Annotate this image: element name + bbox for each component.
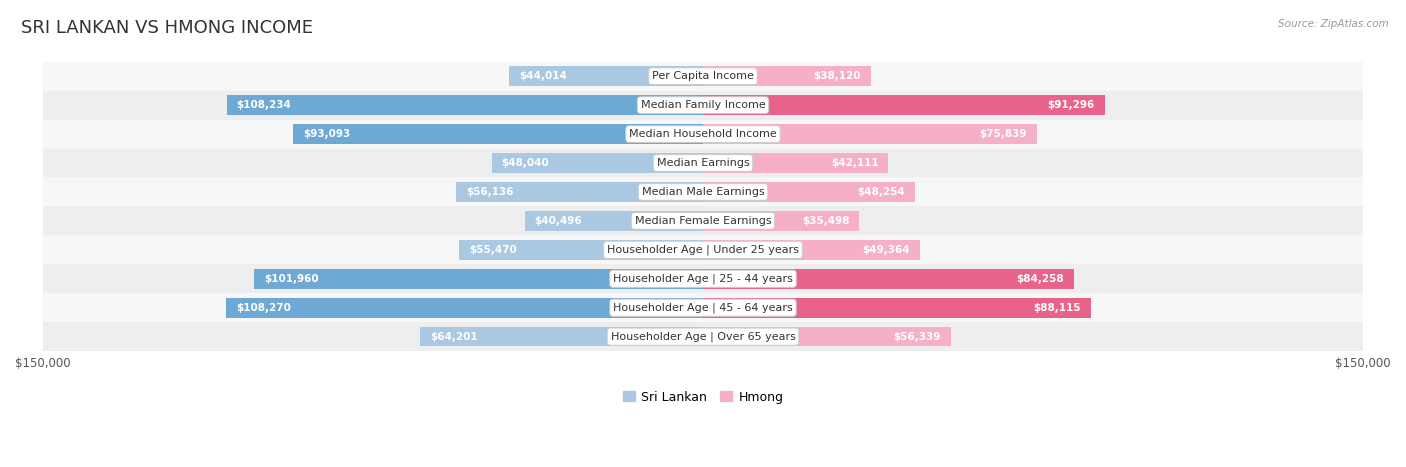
Text: $108,234: $108,234 bbox=[236, 100, 291, 110]
Bar bbox=[42, 91, 1364, 120]
Text: $91,296: $91,296 bbox=[1047, 100, 1095, 110]
Bar bbox=[703, 153, 889, 173]
Text: $84,258: $84,258 bbox=[1017, 274, 1064, 284]
Bar bbox=[226, 95, 703, 115]
Bar bbox=[420, 327, 703, 347]
Text: $48,254: $48,254 bbox=[858, 187, 905, 197]
Text: Median Household Income: Median Household Income bbox=[628, 129, 778, 139]
Bar bbox=[703, 298, 1091, 318]
Text: Median Earnings: Median Earnings bbox=[657, 158, 749, 168]
Bar bbox=[42, 322, 1364, 351]
Bar bbox=[42, 206, 1364, 235]
Text: Source: ZipAtlas.com: Source: ZipAtlas.com bbox=[1278, 19, 1389, 28]
Bar bbox=[703, 182, 915, 202]
Bar bbox=[703, 66, 870, 86]
Text: $101,960: $101,960 bbox=[264, 274, 319, 284]
Legend: Sri Lankan, Hmong: Sri Lankan, Hmong bbox=[617, 386, 789, 409]
Bar bbox=[42, 120, 1364, 149]
Text: $75,839: $75,839 bbox=[980, 129, 1026, 139]
Bar bbox=[703, 95, 1105, 115]
Text: Median Female Earnings: Median Female Earnings bbox=[634, 216, 772, 226]
Text: $88,115: $88,115 bbox=[1033, 303, 1081, 313]
Bar bbox=[524, 211, 703, 231]
Bar bbox=[703, 327, 950, 347]
Bar bbox=[42, 293, 1364, 322]
Bar bbox=[42, 149, 1364, 177]
Text: $40,496: $40,496 bbox=[534, 216, 582, 226]
Text: $44,014: $44,014 bbox=[519, 71, 567, 81]
Bar bbox=[42, 177, 1364, 206]
Bar bbox=[703, 124, 1036, 144]
Bar bbox=[458, 240, 703, 260]
Bar bbox=[703, 269, 1074, 289]
Text: $49,364: $49,364 bbox=[863, 245, 910, 255]
Text: $108,270: $108,270 bbox=[236, 303, 291, 313]
Text: $64,201: $64,201 bbox=[430, 332, 478, 342]
Text: SRI LANKAN VS HMONG INCOME: SRI LANKAN VS HMONG INCOME bbox=[21, 19, 314, 37]
Text: Householder Age | Over 65 years: Householder Age | Over 65 years bbox=[610, 332, 796, 342]
Bar bbox=[703, 240, 921, 260]
Bar bbox=[42, 62, 1364, 91]
Bar bbox=[294, 124, 703, 144]
Bar bbox=[254, 269, 703, 289]
Text: Householder Age | Under 25 years: Householder Age | Under 25 years bbox=[607, 245, 799, 255]
Bar bbox=[42, 235, 1364, 264]
Text: $35,498: $35,498 bbox=[801, 216, 849, 226]
Text: Median Male Earnings: Median Male Earnings bbox=[641, 187, 765, 197]
Text: Householder Age | 25 - 44 years: Householder Age | 25 - 44 years bbox=[613, 274, 793, 284]
Text: $93,093: $93,093 bbox=[304, 129, 350, 139]
Bar bbox=[492, 153, 703, 173]
Text: Per Capita Income: Per Capita Income bbox=[652, 71, 754, 81]
Text: $56,339: $56,339 bbox=[894, 332, 941, 342]
Bar bbox=[456, 182, 703, 202]
Text: $55,470: $55,470 bbox=[468, 245, 516, 255]
Bar bbox=[226, 298, 703, 318]
Text: Median Family Income: Median Family Income bbox=[641, 100, 765, 110]
Text: $38,120: $38,120 bbox=[814, 71, 860, 81]
Bar bbox=[509, 66, 703, 86]
Text: $48,040: $48,040 bbox=[502, 158, 550, 168]
Text: Householder Age | 45 - 64 years: Householder Age | 45 - 64 years bbox=[613, 303, 793, 313]
Bar bbox=[42, 264, 1364, 293]
Text: $56,136: $56,136 bbox=[465, 187, 513, 197]
Bar bbox=[703, 211, 859, 231]
Text: $42,111: $42,111 bbox=[831, 158, 879, 168]
